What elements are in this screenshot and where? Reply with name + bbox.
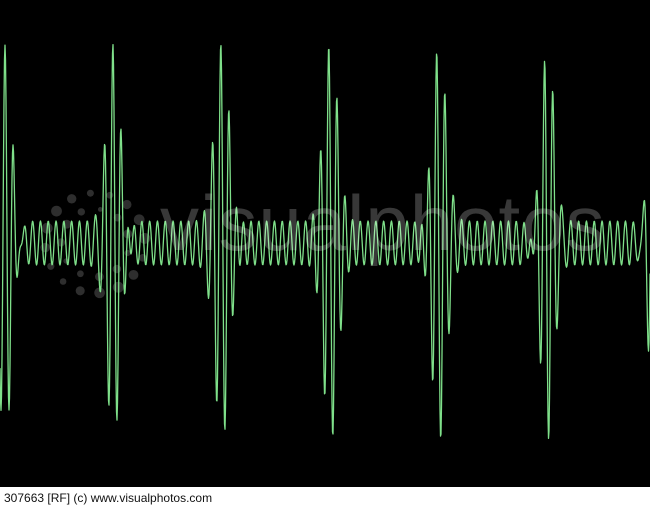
caption-bar: 307663 [RF] (c) www.visualphotos.com — [0, 487, 650, 510]
watermark-dot — [77, 208, 85, 216]
watermark-dot — [97, 207, 103, 212]
watermark-dot — [67, 194, 77, 204]
waveform-trace — [0, 44, 650, 439]
watermark-dot — [75, 286, 85, 296]
watermark-dot — [47, 262, 55, 270]
watermark-dot — [86, 189, 94, 197]
watermark-dot — [51, 205, 62, 217]
watermark-dot — [122, 199, 132, 210]
watermark-dot — [59, 278, 67, 285]
waveform-photo: visualphotos — [0, 0, 650, 487]
watermark-dot — [112, 264, 122, 274]
watermark-dot — [128, 269, 139, 280]
watermark-dot — [124, 249, 131, 257]
watermark-text: visualphotos — [160, 179, 606, 267]
watermark-dot — [77, 270, 84, 278]
watermark-dot — [106, 191, 114, 199]
waveform-svg — [0, 44, 650, 439]
watermark-logo-icon — [40, 189, 151, 299]
image-caption: 307663 [RF] (c) www.visualphotos.com — [4, 491, 213, 505]
watermark-dot — [94, 287, 105, 299]
watermark-dot — [56, 238, 66, 247]
